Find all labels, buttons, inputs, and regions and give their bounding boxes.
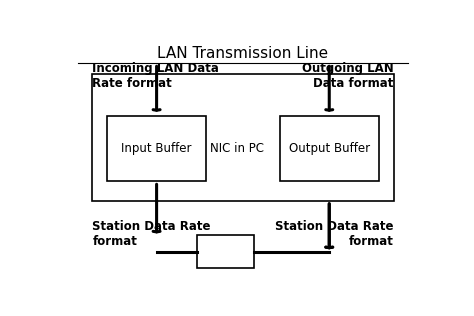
Text: Station Data Rate
format: Station Data Rate format	[92, 220, 211, 248]
Text: LAN Transmission Line: LAN Transmission Line	[157, 46, 328, 61]
Text: Output Buffer: Output Buffer	[289, 142, 370, 155]
Bar	[197, 235, 254, 268]
Text: Incoming LAN Data
Rate format: Incoming LAN Data Rate format	[92, 62, 219, 90]
Bar	[92, 75, 393, 201]
Text: NIC in PC: NIC in PC	[210, 142, 264, 155]
Text: Station Data Rate
format: Station Data Rate format	[275, 220, 393, 248]
Text: Input Buffer: Input Buffer	[121, 142, 192, 155]
Bar	[107, 116, 206, 181]
Text: Outgoing LAN
Data format: Outgoing LAN Data format	[302, 62, 393, 90]
Bar	[280, 116, 379, 181]
